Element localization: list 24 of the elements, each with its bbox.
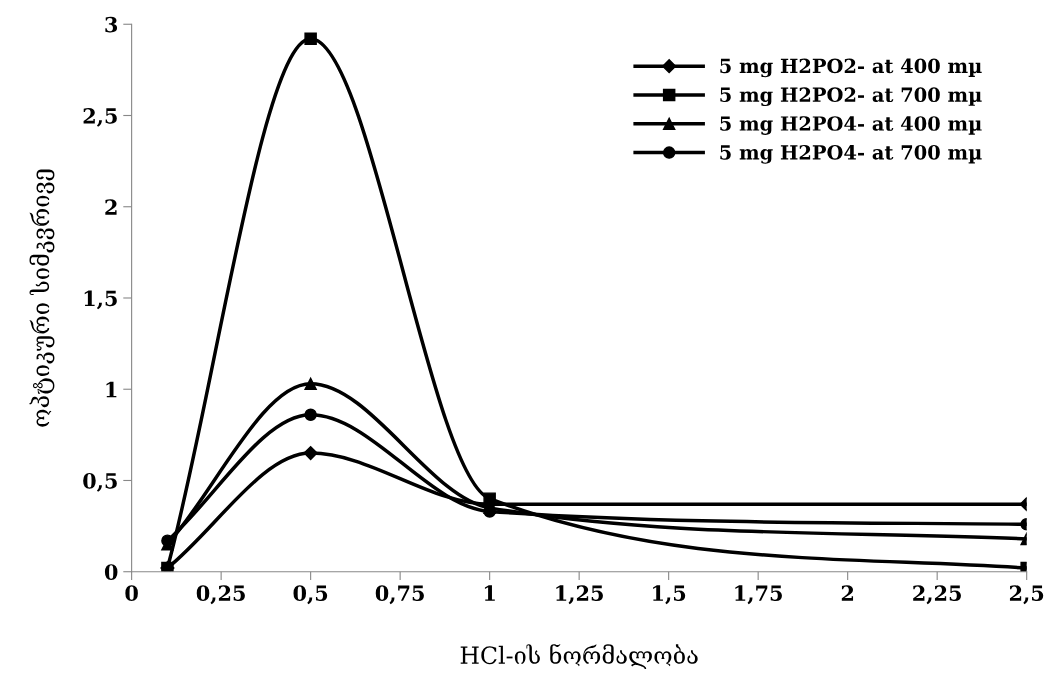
x-tick-label: 0,25 <box>196 585 245 605</box>
x-tick-label: 2,5 <box>1009 585 1044 605</box>
x-tick-label: 1,25 <box>556 585 603 605</box>
x-tick-label: 0,5 <box>293 585 328 605</box>
y-axis-title: ოპტიკური სიმკვრივე <box>29 169 55 427</box>
legend-label: 5 mg H2PO2- at 700 mµ <box>720 87 982 107</box>
x-tick-label: 0 <box>125 585 138 602</box>
legend-label: 5 mg H2PO4- at 700 mµ <box>720 144 982 164</box>
legend-label: 5 mg H2PO4- at 400 mµ <box>720 116 982 135</box>
x-tick-label: 1 <box>484 585 495 601</box>
y-tick-label: 1 <box>106 381 117 398</box>
y-tick-label: 1,5 <box>84 290 117 310</box>
y-tick-label: 0,5 <box>83 472 117 492</box>
x-tick-label: 2 <box>841 585 854 601</box>
x-tick-label: 1,5 <box>653 585 686 605</box>
x-axis-title: HCl-ის ნორმალობა <box>460 643 698 670</box>
y-tick-label: 2,5 <box>83 107 117 127</box>
y-tick-label: 3 <box>105 16 118 33</box>
y-tick-label: 0 <box>104 564 118 580</box>
legend-label: 5 mg H2PO2- at 400 mµ <box>720 58 982 78</box>
y-tick-label: 2 <box>105 199 117 215</box>
x-tick-label: 0,75 <box>375 585 424 605</box>
x-tick-label: 1,75 <box>735 585 782 605</box>
x-tick-label: 2,25 <box>913 585 961 605</box>
